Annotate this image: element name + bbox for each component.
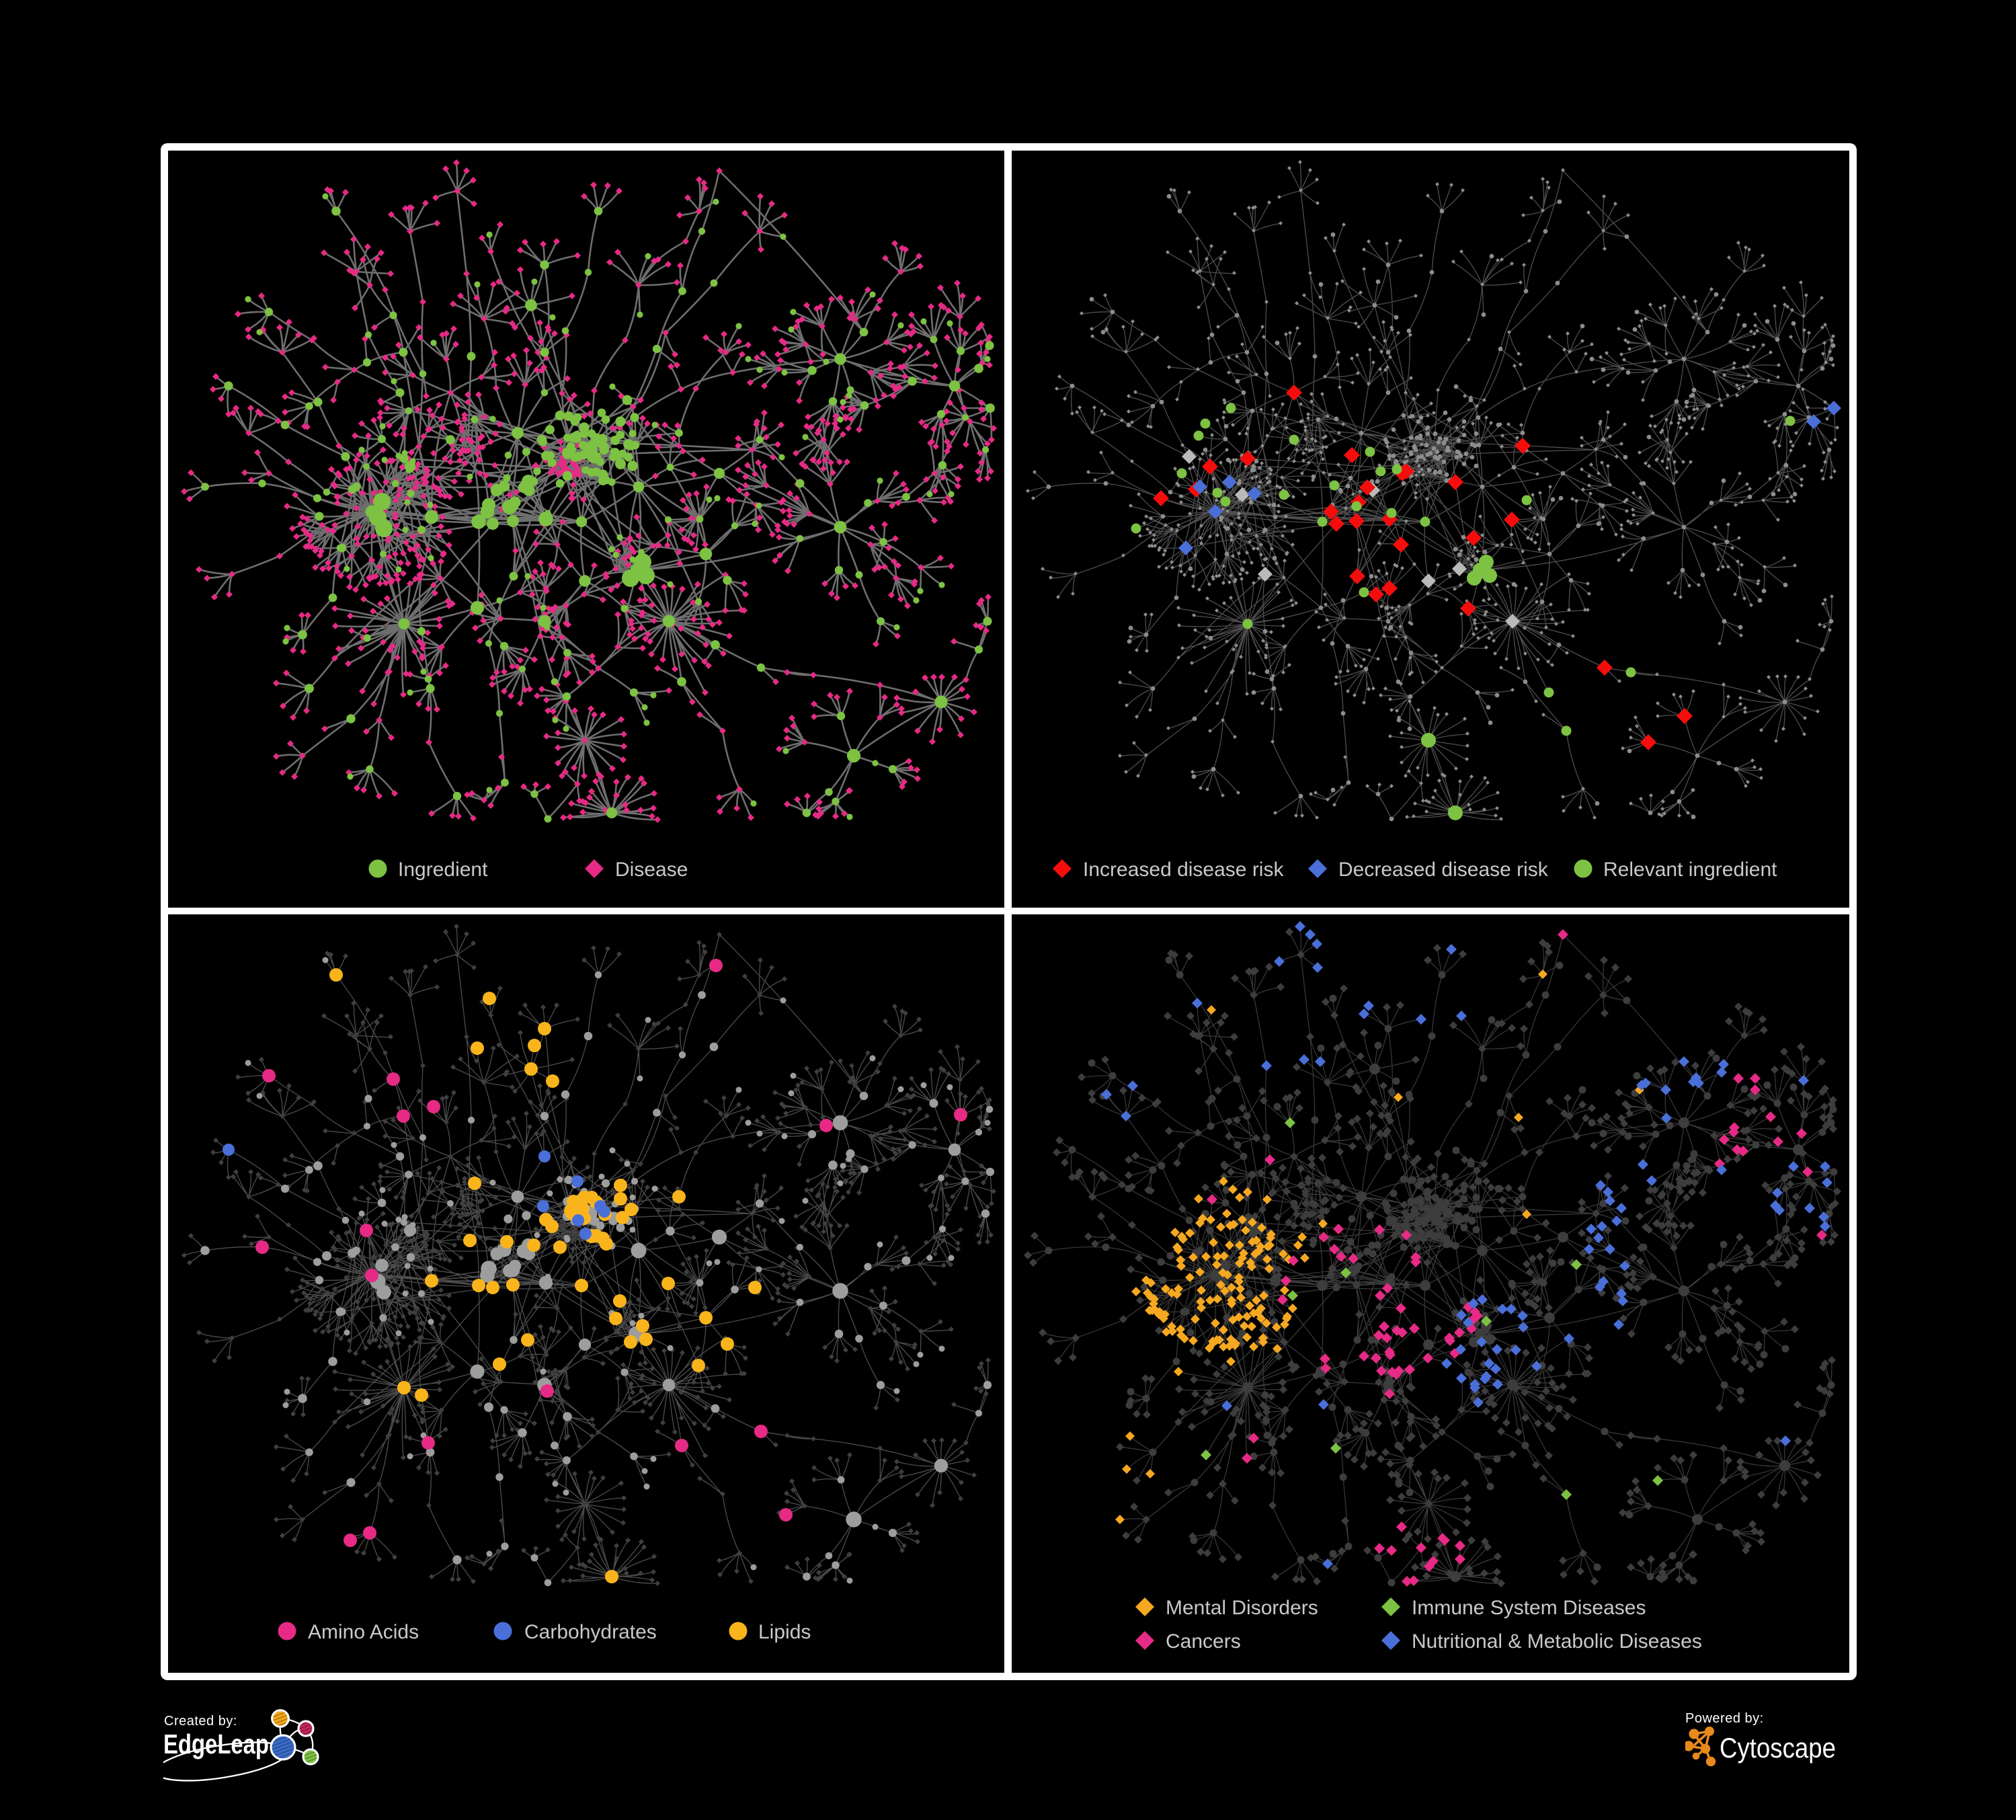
svg-text:Decreased disease risk: Decreased disease risk [1338, 859, 1549, 881]
svg-text:EdgeLeap: EdgeLeap [163, 1729, 269, 1759]
svg-text:Ingredient: Ingredient [398, 859, 488, 881]
svg-text:Nutritional & Metabolic Diseas: Nutritional & Metabolic Diseases [1412, 1630, 1702, 1653]
svg-text:Immune System Diseases: Immune System Diseases [1412, 1597, 1646, 1619]
svg-text:Mental Disorders: Mental Disorders [1166, 1597, 1318, 1619]
svg-text:Increased disease risk: Increased disease risk [1083, 859, 1284, 881]
svg-text:Disease: Disease [615, 859, 688, 881]
svg-text:Lipids: Lipids [758, 1621, 811, 1643]
svg-text:Cytoscape: Cytoscape [1720, 1732, 1836, 1764]
svg-text:Carbohydrates: Carbohydrates [524, 1621, 657, 1643]
svg-text:Relevant ingredient: Relevant ingredient [1603, 859, 1777, 881]
svg-text:Cancers: Cancers [1166, 1630, 1241, 1653]
svg-text:Amino Acids: Amino Acids [308, 1621, 419, 1643]
svg-text:Created by:: Created by: [164, 1714, 237, 1729]
